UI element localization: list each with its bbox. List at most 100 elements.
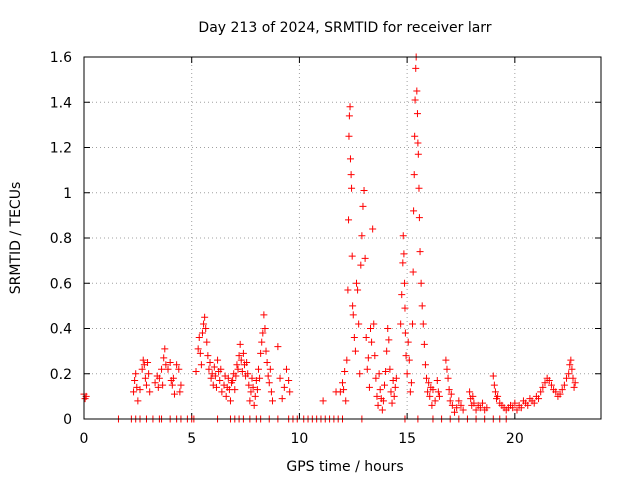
data-point — [154, 383, 162, 391]
data-point — [379, 397, 387, 405]
data-point — [267, 388, 275, 396]
data-point — [194, 345, 202, 353]
data-point — [447, 390, 455, 398]
data-point — [134, 397, 142, 405]
x-tick-label: 10 — [291, 431, 309, 447]
data-point — [141, 374, 149, 382]
data-point — [274, 343, 282, 351]
data-point — [166, 358, 174, 366]
data-point — [418, 302, 426, 310]
data-point — [177, 381, 185, 389]
data-point — [558, 386, 566, 394]
data-point — [410, 171, 418, 179]
data-point — [459, 406, 467, 414]
data-point — [319, 397, 327, 405]
data-point — [545, 377, 553, 385]
data-point — [351, 347, 359, 355]
data-point — [250, 401, 258, 409]
data-point — [387, 388, 395, 396]
data-point — [347, 171, 355, 179]
data-point — [470, 399, 478, 407]
x-tick-label: 20 — [506, 431, 524, 447]
data-point — [556, 390, 564, 398]
data-point — [168, 381, 176, 389]
data-point — [263, 358, 271, 366]
data-point — [383, 347, 391, 355]
data-point — [429, 386, 437, 394]
data-point — [399, 232, 407, 240]
data-point — [164, 365, 172, 373]
data-point — [406, 388, 414, 396]
data-point — [170, 390, 178, 398]
data-point — [368, 338, 376, 346]
data-point — [169, 374, 177, 382]
data-point — [453, 404, 461, 412]
data-point — [401, 279, 409, 287]
data-point — [229, 377, 237, 385]
data-point — [239, 349, 247, 357]
data-point — [264, 372, 272, 380]
data-point — [358, 232, 366, 240]
data-point — [356, 370, 364, 378]
data-point — [260, 311, 268, 319]
data-point — [354, 286, 362, 294]
data-point — [249, 383, 257, 391]
data-point — [469, 392, 477, 400]
data-point — [218, 388, 226, 396]
data-point — [201, 313, 209, 321]
data-point — [413, 110, 421, 118]
data-point — [386, 365, 394, 373]
chart-title: Day 213 of 2024, SRMTID for receiver lar… — [198, 20, 491, 36]
data-point — [226, 397, 234, 405]
data-point — [197, 361, 205, 369]
data-point — [276, 374, 284, 382]
data-point — [423, 374, 431, 382]
data-point — [138, 365, 146, 373]
data-point — [195, 334, 203, 342]
data-point — [259, 329, 267, 337]
data-point — [381, 381, 389, 389]
data-point — [382, 367, 390, 375]
data-point — [365, 383, 373, 391]
data-point — [162, 361, 170, 369]
data-point — [483, 404, 491, 412]
data-point — [409, 320, 417, 328]
data-point — [341, 367, 349, 375]
data-point — [339, 379, 346, 387]
data-point — [159, 381, 167, 389]
data-point — [151, 379, 159, 387]
data-point — [234, 365, 242, 373]
data-point — [385, 336, 393, 344]
data-point — [414, 139, 422, 147]
data-point — [349, 302, 357, 310]
data-point — [412, 64, 420, 72]
data-point — [568, 365, 576, 373]
data-point — [357, 261, 365, 269]
data-point — [361, 254, 369, 262]
data-point — [367, 325, 375, 332]
data-point — [131, 377, 139, 385]
data-point — [371, 352, 379, 360]
data-point — [428, 401, 436, 409]
data-point — [494, 392, 502, 400]
data-point — [415, 214, 423, 222]
data-point — [203, 338, 211, 346]
y-tick-label: 1.2 — [50, 141, 72, 157]
data-point — [398, 291, 406, 299]
data-point — [479, 399, 487, 407]
data-point — [348, 184, 356, 192]
data-point — [257, 349, 265, 357]
data-point — [490, 381, 498, 389]
data-point — [261, 325, 269, 332]
data-point — [466, 388, 474, 396]
data-point — [343, 356, 351, 364]
data-points — [80, 53, 579, 423]
data-point — [364, 354, 372, 362]
data-point — [345, 132, 353, 140]
data-point — [200, 320, 208, 328]
data-point — [204, 352, 212, 360]
data-point — [212, 383, 220, 391]
data-point — [196, 349, 204, 357]
data-point — [256, 374, 264, 382]
